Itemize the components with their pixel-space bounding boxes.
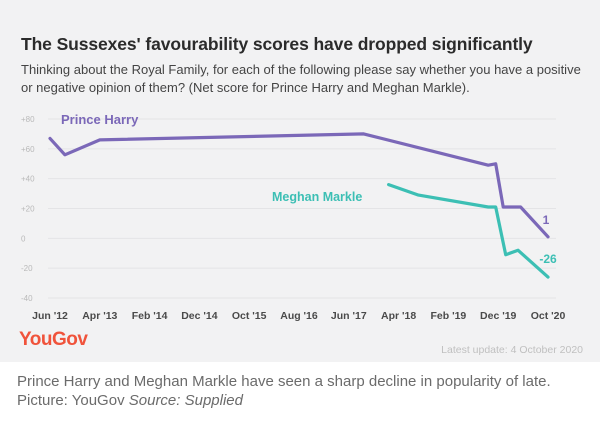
x-tick-label: Apr '18: [381, 310, 416, 322]
gridlines: [48, 118, 556, 299]
series-labels: Prince Harry 1 Meghan Markle -26: [61, 112, 557, 266]
y-tick-label: +20: [21, 205, 35, 214]
y-tick-label: -40: [21, 294, 33, 303]
y-tick-label: +80: [21, 115, 35, 124]
x-tick-label: Apr '13: [82, 310, 117, 322]
meghan-line: [387, 183, 550, 279]
x-tick-label: Feb '14: [132, 310, 168, 322]
x-tick-label: Jun '12: [32, 310, 68, 322]
yougov-logo: YouGov: [19, 329, 88, 350]
x-tick-label: Aug '16: [280, 310, 318, 322]
series-name-label: Prince Harry: [61, 112, 139, 127]
y-tick-label: -20: [21, 264, 33, 273]
series-lines: [48, 132, 550, 279]
x-tick-label: Dec '14: [181, 310, 218, 322]
x-tick-label: Dec '19: [480, 310, 517, 322]
end-value-label: 1: [543, 213, 550, 227]
chart-subtitle: Thinking about the Royal Family, for eac…: [21, 62, 581, 95]
y-axis-ticks: -40 -20 0 +20 +40 +60 +80: [21, 115, 35, 303]
caption-text: Prince Harry and Meghan Markle have seen…: [17, 373, 551, 409]
y-tick-label: 0: [21, 234, 26, 243]
caption-source: Source: Supplied: [128, 392, 243, 409]
chart-title: The Sussexes' favourability scores have …: [21, 34, 533, 54]
x-axis-ticks: Jun '12 Apr '13 Feb '14 Dec '14 Oct '15 Aug '…: [32, 310, 565, 322]
photo-caption: Prince Harry and Meghan Markle have seen…: [17, 372, 577, 410]
y-tick-label: +40: [21, 175, 35, 184]
x-tick-label: Feb '19: [431, 310, 467, 322]
x-tick-label: Oct '20: [531, 310, 566, 322]
harry-line: [48, 132, 550, 239]
x-tick-label: Oct '15: [232, 310, 267, 322]
x-tick-label: Jun '17: [331, 310, 367, 322]
chart-card: The Sussexes' favourability scores have …: [0, 0, 600, 362]
series-name-label: Meghan Markle: [272, 190, 362, 204]
line-chart: -40 -20 0 +20 +40 +60 +80 Jun '12 Apr '13 Feb '1…: [21, 112, 565, 322]
latest-update-text: Latest update: 4 October 2020: [441, 344, 583, 356]
end-value-label: -26: [539, 252, 557, 266]
y-tick-label: +60: [21, 145, 35, 154]
